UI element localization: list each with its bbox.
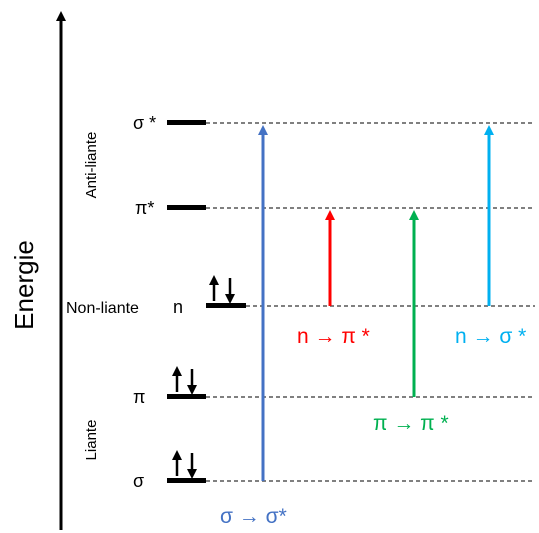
level-symbol-sigma: σ (133, 471, 144, 491)
level-bar-pi-star (167, 205, 206, 210)
transition-label-n-pi-star: n → π * (297, 325, 370, 348)
level-bar-n (206, 303, 246, 308)
level-symbol-pi: π (133, 387, 145, 407)
level-bar-pi (167, 394, 206, 399)
electron-pair-n (209, 275, 235, 304)
level-symbol-n: n (173, 297, 183, 317)
level-symbol-pi-star: π* (135, 198, 154, 218)
level-bar-sigma-star (167, 120, 206, 125)
level-symbol-sigma-star: σ * (133, 113, 156, 133)
electron-pair-sigma (172, 450, 197, 479)
group-label-non-liante: Non-liante (66, 300, 139, 317)
group-label-liante: Liante (83, 420, 100, 461)
level-bar-sigma (167, 478, 206, 483)
transition-label-pi-pi-star: π → π * (373, 412, 449, 435)
energy-axis-label: Energie (9, 240, 39, 330)
group-label-anti-liante: Anti-liante (83, 132, 100, 199)
transition-label-n-sigma-star: n → σ * (455, 325, 526, 348)
transition-label-sigma-sigma-star: σ → σ* (220, 505, 287, 528)
electron-pair-pi (172, 366, 197, 395)
